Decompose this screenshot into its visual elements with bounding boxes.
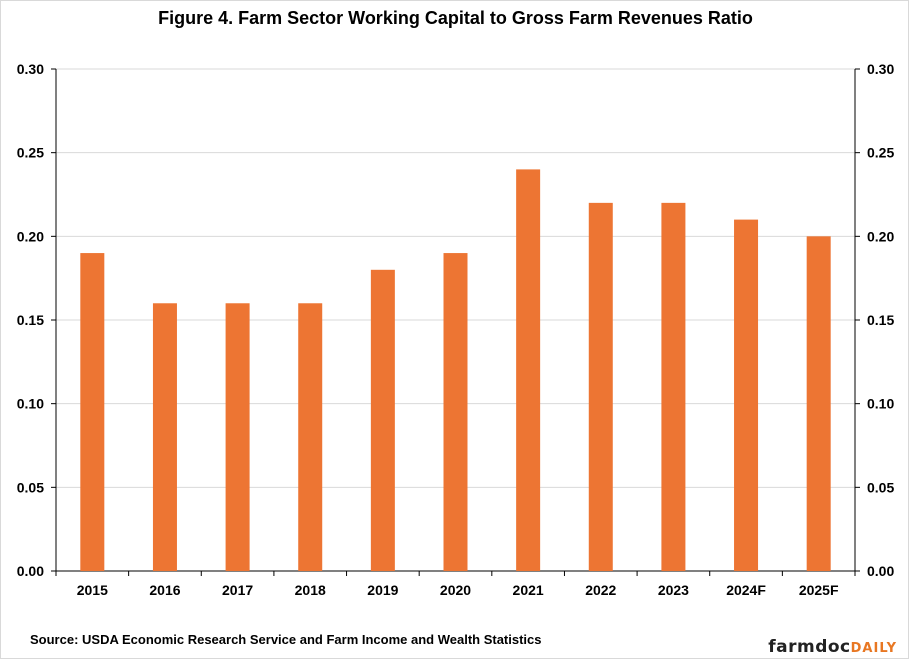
bar-2023 <box>661 202 686 571</box>
y-tick-label-left: 0.25 <box>17 145 44 161</box>
x-tick-label: 2021 <box>513 582 544 598</box>
y-tick-label-left: 0.00 <box>17 563 44 579</box>
y-tick-label-left: 0.05 <box>17 479 44 495</box>
bar-2018 <box>298 303 323 571</box>
bar-2020 <box>443 253 468 572</box>
x-tick-label: 2019 <box>367 582 398 598</box>
bar-2025F <box>806 236 831 572</box>
y-tick-label-left: 0.20 <box>17 228 44 244</box>
tick-labels: 0.00 0.00 0.05 0.05 0.10 0.10 0.15 0.15 0.20 0.20… <box>17 61 895 598</box>
y-tick-label-right: 0.15 <box>867 312 894 328</box>
x-tick-label: 2017 <box>222 582 253 598</box>
x-tick-label: 2024F <box>726 582 766 598</box>
bar-2019 <box>370 269 395 571</box>
x-tick-label: 2023 <box>658 582 689 598</box>
brand-name: farmdoc <box>768 637 851 657</box>
y-tick-label-left: 0.15 <box>17 312 44 328</box>
x-tick-label: 2022 <box>585 582 616 598</box>
y-tick-label-left: 0.30 <box>17 61 44 77</box>
x-tick-label: 2018 <box>295 582 326 598</box>
bar-2024F <box>734 219 759 571</box>
bar-2017 <box>225 303 250 571</box>
x-tick-label: 2020 <box>440 582 471 598</box>
bars <box>80 169 831 572</box>
x-tick-label: 2025F <box>799 582 839 598</box>
chart-title: Figure 4. Farm Sector Working Capital to… <box>158 8 753 28</box>
y-tick-label-right: 0.00 <box>867 563 894 579</box>
y-tick-label-right: 0.10 <box>867 396 894 412</box>
y-tick-label-right: 0.20 <box>867 228 894 244</box>
y-tick-label-right: 0.25 <box>867 145 894 161</box>
bar-2015 <box>80 253 105 572</box>
source-note: Source: USDA Economic Research Service a… <box>30 632 542 647</box>
bar-2016 <box>152 303 177 571</box>
bar-2021 <box>516 169 541 571</box>
y-tick-label-right: 0.05 <box>867 479 894 495</box>
bar-2022 <box>588 202 613 571</box>
farmdoc-daily-logo: farmdocDAILY <box>768 637 897 657</box>
y-tick-label-left: 0.10 <box>17 396 44 412</box>
brand-suffix: DAILY <box>850 641 897 656</box>
x-tick-label: 2016 <box>149 582 180 598</box>
x-tick-label: 2015 <box>77 582 108 598</box>
y-tick-label-right: 0.30 <box>867 61 894 77</box>
